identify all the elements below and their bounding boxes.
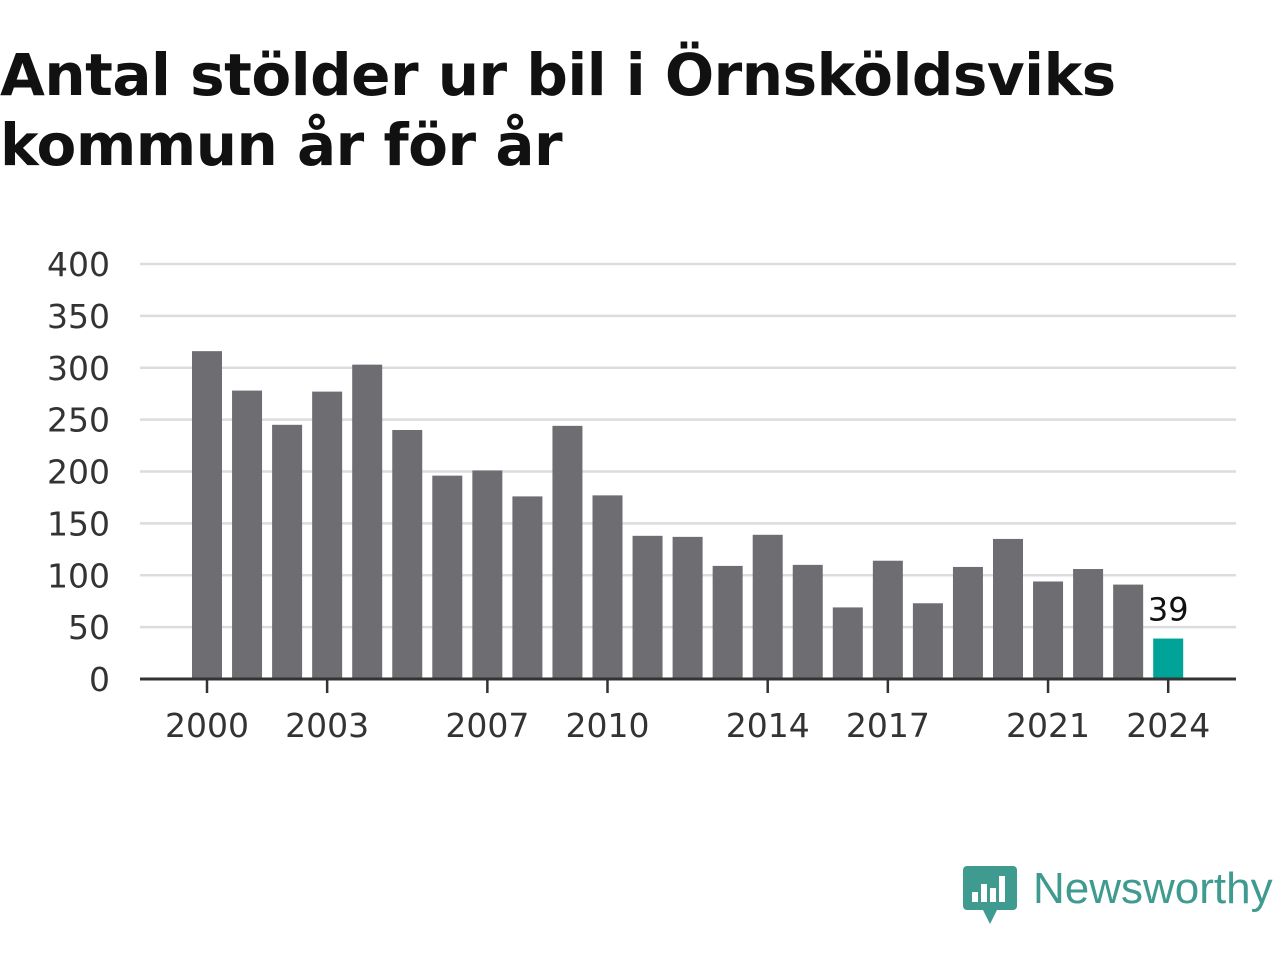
bar-2018	[912, 603, 943, 679]
bar-2000	[192, 351, 222, 679]
y-tick-label-400: 400	[47, 245, 110, 284]
brand-name: Newsworthy	[1033, 864, 1273, 913]
bar-2001	[232, 390, 263, 679]
bar-2017	[872, 560, 903, 679]
y-tick-label-300: 300	[47, 349, 110, 388]
bar-2012	[672, 536, 703, 679]
y-tick-label-100: 100	[47, 556, 110, 595]
bar-2004	[352, 364, 383, 679]
bar-2014	[752, 534, 783, 679]
y-tick-label-200: 200	[47, 453, 110, 492]
bar-2023	[1113, 584, 1144, 679]
bar-2015	[792, 564, 823, 679]
bar-2002	[272, 424, 303, 679]
x-tick-label-2007: 2007	[445, 706, 529, 745]
brand-logo: Newsworthy	[963, 862, 1278, 928]
y-tick-label-350: 350	[47, 297, 110, 336]
x-tick-label-2024: 2024	[1126, 706, 1210, 745]
y-tick-label-50: 50	[68, 608, 110, 647]
bar-2020	[993, 538, 1023, 679]
data-label-2024: 39	[1148, 591, 1189, 629]
bar-2019	[952, 566, 983, 679]
y-tick-label-150: 150	[47, 504, 110, 543]
bar-2006	[432, 475, 463, 679]
bars	[192, 351, 1184, 679]
newsworthy-logo-icon	[963, 866, 1017, 924]
x-tick-label-2021: 2021	[1006, 706, 1090, 745]
bar-2011	[632, 535, 663, 679]
x-tick-label-2017: 2017	[846, 706, 930, 745]
bar-2010	[592, 495, 623, 679]
x-tick-label-2003: 2003	[285, 706, 369, 745]
chart-title: Antal stölder ur bil i Örnsköldsviks kom…	[0, 41, 1116, 179]
x-axis: 2000 2003 2007 2010 2014 2017 2021 2024	[140, 677, 1236, 745]
bar-2003	[312, 391, 343, 679]
bar-2008	[512, 496, 543, 679]
bar-2022	[1073, 569, 1104, 679]
annotations: 39	[1148, 591, 1189, 629]
bar-2009	[552, 425, 583, 679]
bar-2013	[712, 565, 743, 679]
x-tick-label-2000: 2000	[165, 706, 249, 745]
bar-chart: 0 50 100 150 200 250 300 350 400 2000 2003 2007 201…	[47, 245, 1236, 745]
y-tick-label-250: 250	[47, 401, 110, 440]
x-tick-label-2010: 2010	[566, 706, 650, 745]
bar-2007	[472, 470, 503, 679]
bar-2021	[1033, 581, 1064, 679]
bar-2024	[1153, 638, 1184, 679]
y-tick-label-0: 0	[89, 660, 110, 699]
bar-2005	[392, 430, 423, 679]
bar-2016	[832, 607, 863, 679]
y-axis-labels: 0 50 100 150 200 250 300 350 400	[47, 245, 110, 699]
x-tick-label-2014: 2014	[726, 706, 810, 745]
